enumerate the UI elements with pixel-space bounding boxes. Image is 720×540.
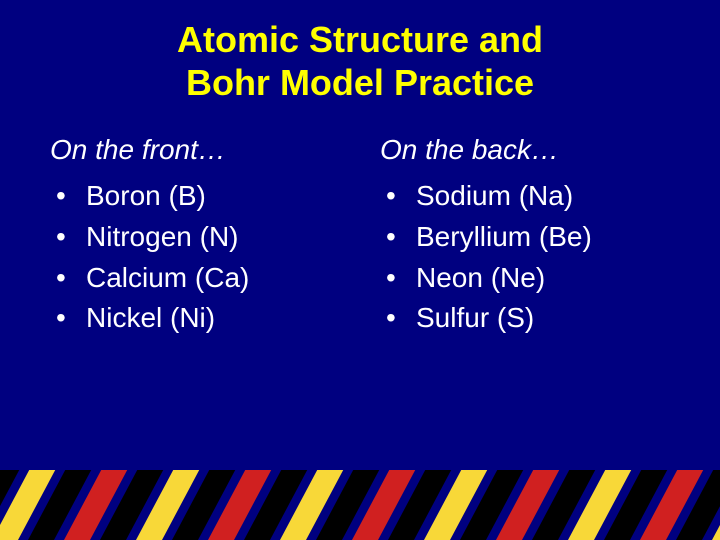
decorative-stripes — [0, 470, 720, 540]
list-item: Boron (B) — [50, 176, 340, 217]
title-line-2: Bohr Model Practice — [0, 61, 720, 104]
bullet-list: Sodium (Na) Beryllium (Be) Neon (Ne) Sul… — [380, 176, 670, 338]
column-heading: On the back… — [380, 134, 670, 166]
list-item: Nickel (Ni) — [50, 298, 340, 339]
title-line-1: Atomic Structure and — [0, 18, 720, 61]
list-item: Sulfur (S) — [380, 298, 670, 339]
list-item: Neon (Ne) — [380, 258, 670, 299]
list-item: Sodium (Na) — [380, 176, 670, 217]
slide: Atomic Structure and Bohr Model Practice… — [0, 0, 720, 540]
column-back: On the back… Sodium (Na) Beryllium (Be) … — [380, 134, 670, 338]
content-area: On the front… Boron (B) Nitrogen (N) Cal… — [0, 104, 720, 338]
column-front: On the front… Boron (B) Nitrogen (N) Cal… — [50, 134, 340, 338]
slide-title: Atomic Structure and Bohr Model Practice — [0, 0, 720, 104]
list-item: Beryllium (Be) — [380, 217, 670, 258]
bullet-list: Boron (B) Nitrogen (N) Calcium (Ca) Nick… — [50, 176, 340, 338]
list-item: Calcium (Ca) — [50, 258, 340, 299]
list-item: Nitrogen (N) — [50, 217, 340, 258]
column-heading: On the front… — [50, 134, 340, 166]
